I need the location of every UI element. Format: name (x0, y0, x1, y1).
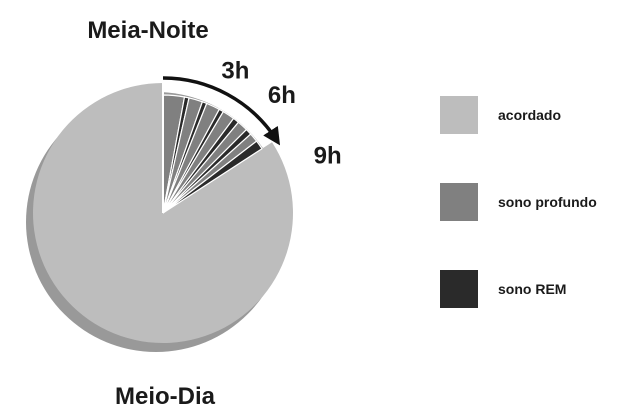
legend-label-2: sono REM (498, 281, 566, 297)
legend-label-0: acordado (498, 107, 561, 123)
noon-label: Meio-Dia (115, 383, 216, 410)
legend-swatch-1 (440, 183, 478, 221)
legend: acordado sono profundo sono REM (440, 96, 597, 308)
hour-label-3h: 3h (221, 57, 249, 84)
legend-swatch-0 (440, 96, 478, 134)
hour-label-9h: 9h (314, 143, 342, 170)
legend-label-1: sono profundo (498, 194, 597, 210)
clockwise-arrow (162, 76, 281, 146)
hour-label-6h: 6h (268, 82, 296, 109)
pie-slices (33, 83, 294, 343)
slice-sono-rem-12 (162, 140, 263, 214)
legend-swatch-2 (440, 270, 478, 308)
hour-labels: 3h 6h 9h (221, 57, 341, 169)
time-arrow (162, 73, 281, 146)
midnight-label: Meia-Noite (87, 17, 208, 44)
